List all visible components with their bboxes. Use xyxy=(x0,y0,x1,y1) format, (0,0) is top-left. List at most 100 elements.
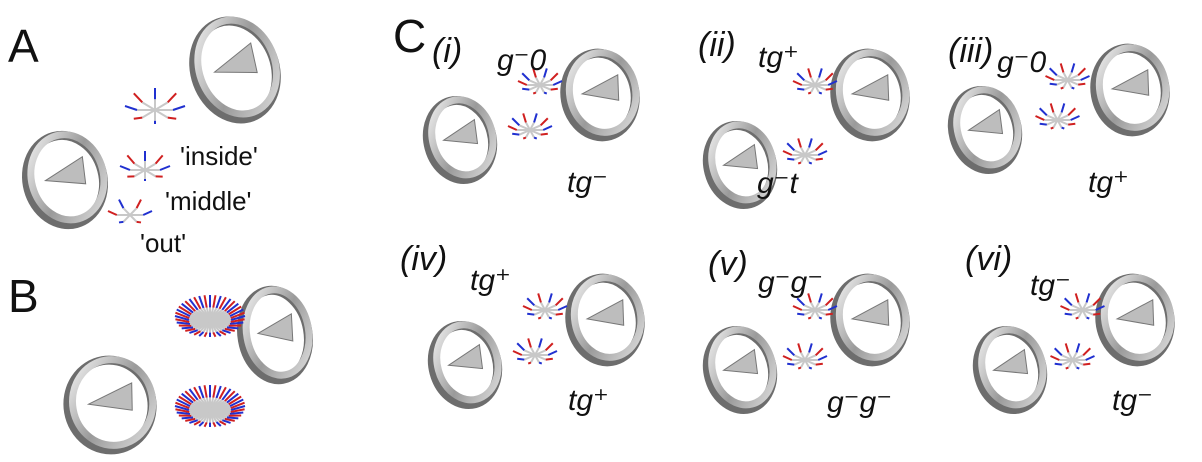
bond xyxy=(541,118,548,125)
rotamer-label: g⁻0 xyxy=(997,46,1047,79)
bond xyxy=(123,215,130,222)
position-label: 'middle' xyxy=(165,186,252,216)
helix-fold xyxy=(850,300,892,332)
bond xyxy=(1040,108,1047,115)
bond xyxy=(523,113,526,122)
bond xyxy=(553,81,562,85)
panel-letter: C xyxy=(393,10,426,62)
bond xyxy=(546,343,553,350)
bond xyxy=(1061,63,1064,72)
helix xyxy=(17,126,115,233)
bond xyxy=(142,102,155,110)
subpanel-tag: (iv) xyxy=(400,240,447,278)
helix xyxy=(563,272,648,367)
bond xyxy=(142,110,155,118)
rotamer-label: tg⁺ xyxy=(470,264,511,297)
bond xyxy=(558,306,567,310)
bond xyxy=(787,159,794,160)
bond xyxy=(797,89,804,90)
bond xyxy=(1055,348,1062,355)
bond xyxy=(533,93,536,94)
helix-fold xyxy=(209,43,261,86)
bond xyxy=(1046,76,1055,80)
bond xyxy=(512,134,519,135)
bond xyxy=(787,364,794,365)
side-chains xyxy=(108,200,152,223)
bond xyxy=(787,348,794,355)
side-chains xyxy=(513,338,557,363)
bond xyxy=(1051,128,1054,129)
bond xyxy=(549,318,552,319)
rotamer-label: tg⁺ xyxy=(1088,166,1129,199)
side-chains xyxy=(508,113,552,138)
side-chains xyxy=(1046,63,1090,88)
rotamer-label: g⁻0 xyxy=(497,44,547,77)
bond xyxy=(1065,314,1072,315)
bond xyxy=(522,89,529,90)
side-chains xyxy=(175,385,245,427)
bond xyxy=(1051,103,1054,112)
bond xyxy=(1040,124,1047,125)
bond xyxy=(527,314,534,315)
helix xyxy=(235,285,317,385)
bond xyxy=(182,417,193,418)
bond xyxy=(156,155,163,163)
bond xyxy=(119,200,123,209)
helix xyxy=(828,47,913,142)
bond xyxy=(137,200,141,209)
helix xyxy=(424,318,507,412)
rotamer-label: tg⁻ xyxy=(1030,269,1071,302)
bond xyxy=(816,348,823,355)
bond xyxy=(227,417,238,418)
bond xyxy=(213,332,215,336)
bond xyxy=(809,138,812,147)
bond xyxy=(819,318,822,319)
subpanel-tag: (vi) xyxy=(965,240,1012,278)
bond xyxy=(549,293,552,302)
side-chains xyxy=(175,295,245,337)
helix xyxy=(558,47,643,142)
bond xyxy=(1068,108,1075,115)
bond xyxy=(168,93,176,102)
bond xyxy=(173,106,185,110)
subpanel-tag: (v) xyxy=(708,245,748,283)
bond xyxy=(1072,88,1075,89)
bond xyxy=(809,343,812,352)
bond xyxy=(155,110,168,118)
bond xyxy=(213,295,215,307)
side-chains xyxy=(783,138,827,163)
helix-fold xyxy=(580,75,622,107)
subpanel-tag: (ii) xyxy=(698,26,736,64)
bond xyxy=(816,364,823,365)
bond xyxy=(826,73,833,80)
bond xyxy=(108,211,117,215)
bond xyxy=(787,143,794,150)
bond xyxy=(1062,128,1065,129)
rotamer-label: tg⁺ xyxy=(758,41,799,74)
bond xyxy=(1061,306,1070,310)
helix-fold xyxy=(1115,300,1157,332)
helix-fold xyxy=(1110,70,1152,102)
bond xyxy=(798,368,801,369)
bond xyxy=(534,113,537,122)
bond xyxy=(1036,116,1045,120)
bond xyxy=(517,343,524,350)
side-chains xyxy=(120,151,170,181)
helix-fold xyxy=(850,75,892,107)
bond xyxy=(1081,76,1090,80)
bond xyxy=(182,327,193,328)
bond xyxy=(123,208,130,215)
bond xyxy=(556,314,563,315)
bond xyxy=(130,215,137,222)
rotamer-label: tg⁻ xyxy=(567,166,608,199)
bond xyxy=(513,351,522,355)
bond xyxy=(1062,103,1065,112)
bond xyxy=(809,368,812,369)
bond xyxy=(826,298,833,305)
helix-fold xyxy=(990,350,1030,382)
bond xyxy=(543,126,552,130)
helix xyxy=(828,272,913,367)
bond xyxy=(512,118,519,125)
bond xyxy=(793,81,802,85)
bond xyxy=(1050,68,1057,75)
